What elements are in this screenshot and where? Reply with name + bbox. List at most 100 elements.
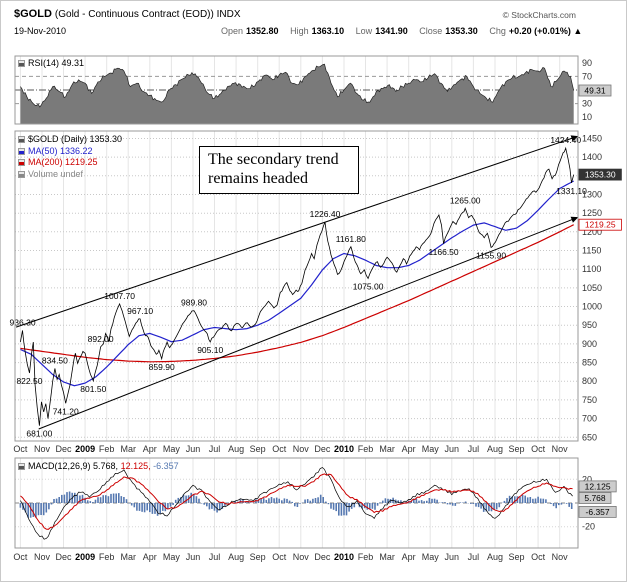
svg-text:1155.90: 1155.90 — [476, 251, 506, 261]
svg-text:Jun: Jun — [186, 552, 201, 562]
low-value: 1341.90 — [375, 26, 408, 36]
svg-text:1250: 1250 — [582, 208, 602, 218]
svg-text:Aug: Aug — [487, 444, 503, 454]
svg-text:Apr: Apr — [402, 444, 416, 454]
close-label: Close — [419, 26, 443, 36]
macd-signal-value: 12.125, — [120, 461, 151, 471]
svg-text:950: 950 — [582, 320, 597, 330]
svg-text:650: 650 — [582, 432, 597, 442]
svg-text:-6.357: -6.357 — [586, 507, 610, 517]
quote-row: 19-Nov-2010 Open 1352.80 High 1363.10 Low 1… — [14, 26, 618, 38]
annotation-line1: The secondary trend — [208, 151, 339, 168]
copyright: © StockCharts.com — [502, 10, 576, 20]
svg-text:May: May — [163, 552, 181, 562]
svg-text:20: 20 — [582, 474, 592, 484]
ma200-legend-label: MA(200) 1219.25 — [28, 157, 98, 167]
svg-text:Dec: Dec — [56, 444, 73, 454]
svg-text:834.50: 834.50 — [42, 356, 68, 366]
svg-text:70: 70 — [582, 71, 592, 81]
svg-text:Apr: Apr — [143, 444, 157, 454]
chg-value: +0.20 (+0.01%) ▲ — [508, 26, 583, 36]
svg-text:967.10: 967.10 — [127, 306, 153, 316]
svg-text:Jun: Jun — [186, 444, 201, 454]
svg-text:Oct: Oct — [531, 552, 546, 562]
svg-text:2009: 2009 — [75, 444, 95, 454]
price-legend: $GOLD (Daily) 1353.30 MA(50) 1336.22 MA(… — [18, 134, 122, 180]
svg-text:Dec: Dec — [314, 444, 331, 454]
ticker-symbol: $GOLD — [14, 8, 52, 20]
macd-indicator-icon — [18, 463, 25, 470]
svg-text:2010: 2010 — [334, 552, 354, 562]
open-label: Open — [221, 26, 244, 36]
close-value: 1353.30 — [445, 26, 478, 36]
svg-text:1100: 1100 — [582, 264, 601, 274]
svg-text:Jul: Jul — [209, 552, 221, 562]
svg-text:Mar: Mar — [120, 552, 136, 562]
ma200-series-icon — [18, 159, 25, 166]
svg-text:1400: 1400 — [582, 152, 602, 162]
svg-text:Aug: Aug — [487, 552, 503, 562]
ma50-legend-label: MA(50) 1336.22 — [28, 145, 93, 156]
svg-text:Nov: Nov — [34, 552, 51, 562]
annotation-line2: remains headed — [208, 170, 308, 187]
rsi-legend: RSI(14) 49.31 — [18, 58, 84, 68]
svg-text:Oct: Oct — [13, 444, 28, 454]
title-row: $GOLD (Gold - Continuous Contract (EOD)) … — [14, 8, 241, 20]
high-label: High — [290, 26, 309, 36]
svg-text:Dec: Dec — [56, 552, 73, 562]
svg-text:Jul: Jul — [468, 552, 480, 562]
svg-text:750: 750 — [582, 395, 597, 405]
svg-text:Jul: Jul — [468, 444, 480, 454]
high-value: 1363.10 — [311, 26, 345, 36]
svg-text:892.00: 892.00 — [88, 334, 114, 344]
volume-series-icon — [18, 170, 25, 178]
quote-date: 19-Nov-2010 — [14, 26, 67, 36]
svg-text:741.20: 741.20 — [53, 406, 79, 416]
svg-text:1353.30: 1353.30 — [585, 170, 616, 180]
macd-legend-label: MACD(12,26,9) 5.768, — [28, 461, 119, 471]
svg-text:1166.50: 1166.50 — [429, 247, 459, 257]
svg-text:Nov: Nov — [34, 444, 51, 454]
svg-text:Feb: Feb — [358, 444, 374, 454]
macd-hist-value: -6.357 — [153, 461, 179, 471]
svg-text:Mar: Mar — [120, 444, 136, 454]
instrument-title: (Gold - Continuous Contract (EOD)) INDX — [54, 9, 241, 20]
svg-text:1450: 1450 — [582, 133, 602, 143]
macd-panel — [19, 467, 573, 540]
price-panel: 936.30 822.50 681.00 834.50 741.20 892.00 801.… — [10, 135, 588, 439]
svg-text:30: 30 — [582, 99, 592, 109]
svg-text:1150: 1150 — [582, 246, 601, 256]
svg-text:1219.25: 1219.25 — [585, 220, 616, 230]
ma50-series-icon — [18, 147, 25, 155]
ohlc-quote: Open 1352.80 High 1363.10 Low 1341.90 Close… — [212, 26, 582, 36]
svg-text:Apr: Apr — [143, 552, 157, 562]
svg-text:Jun: Jun — [445, 552, 460, 562]
svg-text:Jun: Jun — [445, 444, 460, 454]
svg-text:49.31: 49.31 — [584, 85, 606, 95]
svg-text:Apr: Apr — [402, 552, 416, 562]
svg-text:Jul: Jul — [209, 444, 221, 454]
svg-text:May: May — [163, 444, 181, 454]
svg-text:700: 700 — [582, 414, 597, 424]
svg-text:900: 900 — [582, 339, 597, 349]
svg-text:1226.40: 1226.40 — [310, 209, 341, 219]
svg-text:905.10: 905.10 — [197, 345, 223, 355]
annotation-box: The secondary trend remains headed — [199, 146, 359, 194]
axis-labels: 9070301014501400135013001250120011501100… — [13, 55, 622, 562]
svg-text:Dec: Dec — [314, 552, 331, 562]
price-legend-label: $GOLD (Daily) 1353.30 — [28, 134, 123, 144]
svg-text:Aug: Aug — [228, 444, 244, 454]
rsi-indicator-icon — [18, 60, 25, 67]
chg-label: Chg — [489, 26, 506, 36]
svg-text:Aug: Aug — [228, 552, 244, 562]
svg-text:Feb: Feb — [99, 444, 115, 454]
svg-text:2009: 2009 — [75, 552, 95, 562]
svg-text:Oct: Oct — [531, 444, 546, 454]
svg-text:May: May — [422, 444, 440, 454]
svg-text:Oct: Oct — [272, 444, 287, 454]
svg-text:1161.80: 1161.80 — [336, 234, 366, 244]
svg-text:1200: 1200 — [582, 227, 602, 237]
svg-text:Nov: Nov — [552, 552, 569, 562]
svg-text:Oct: Oct — [13, 552, 28, 562]
svg-text:-20: -20 — [582, 522, 595, 532]
